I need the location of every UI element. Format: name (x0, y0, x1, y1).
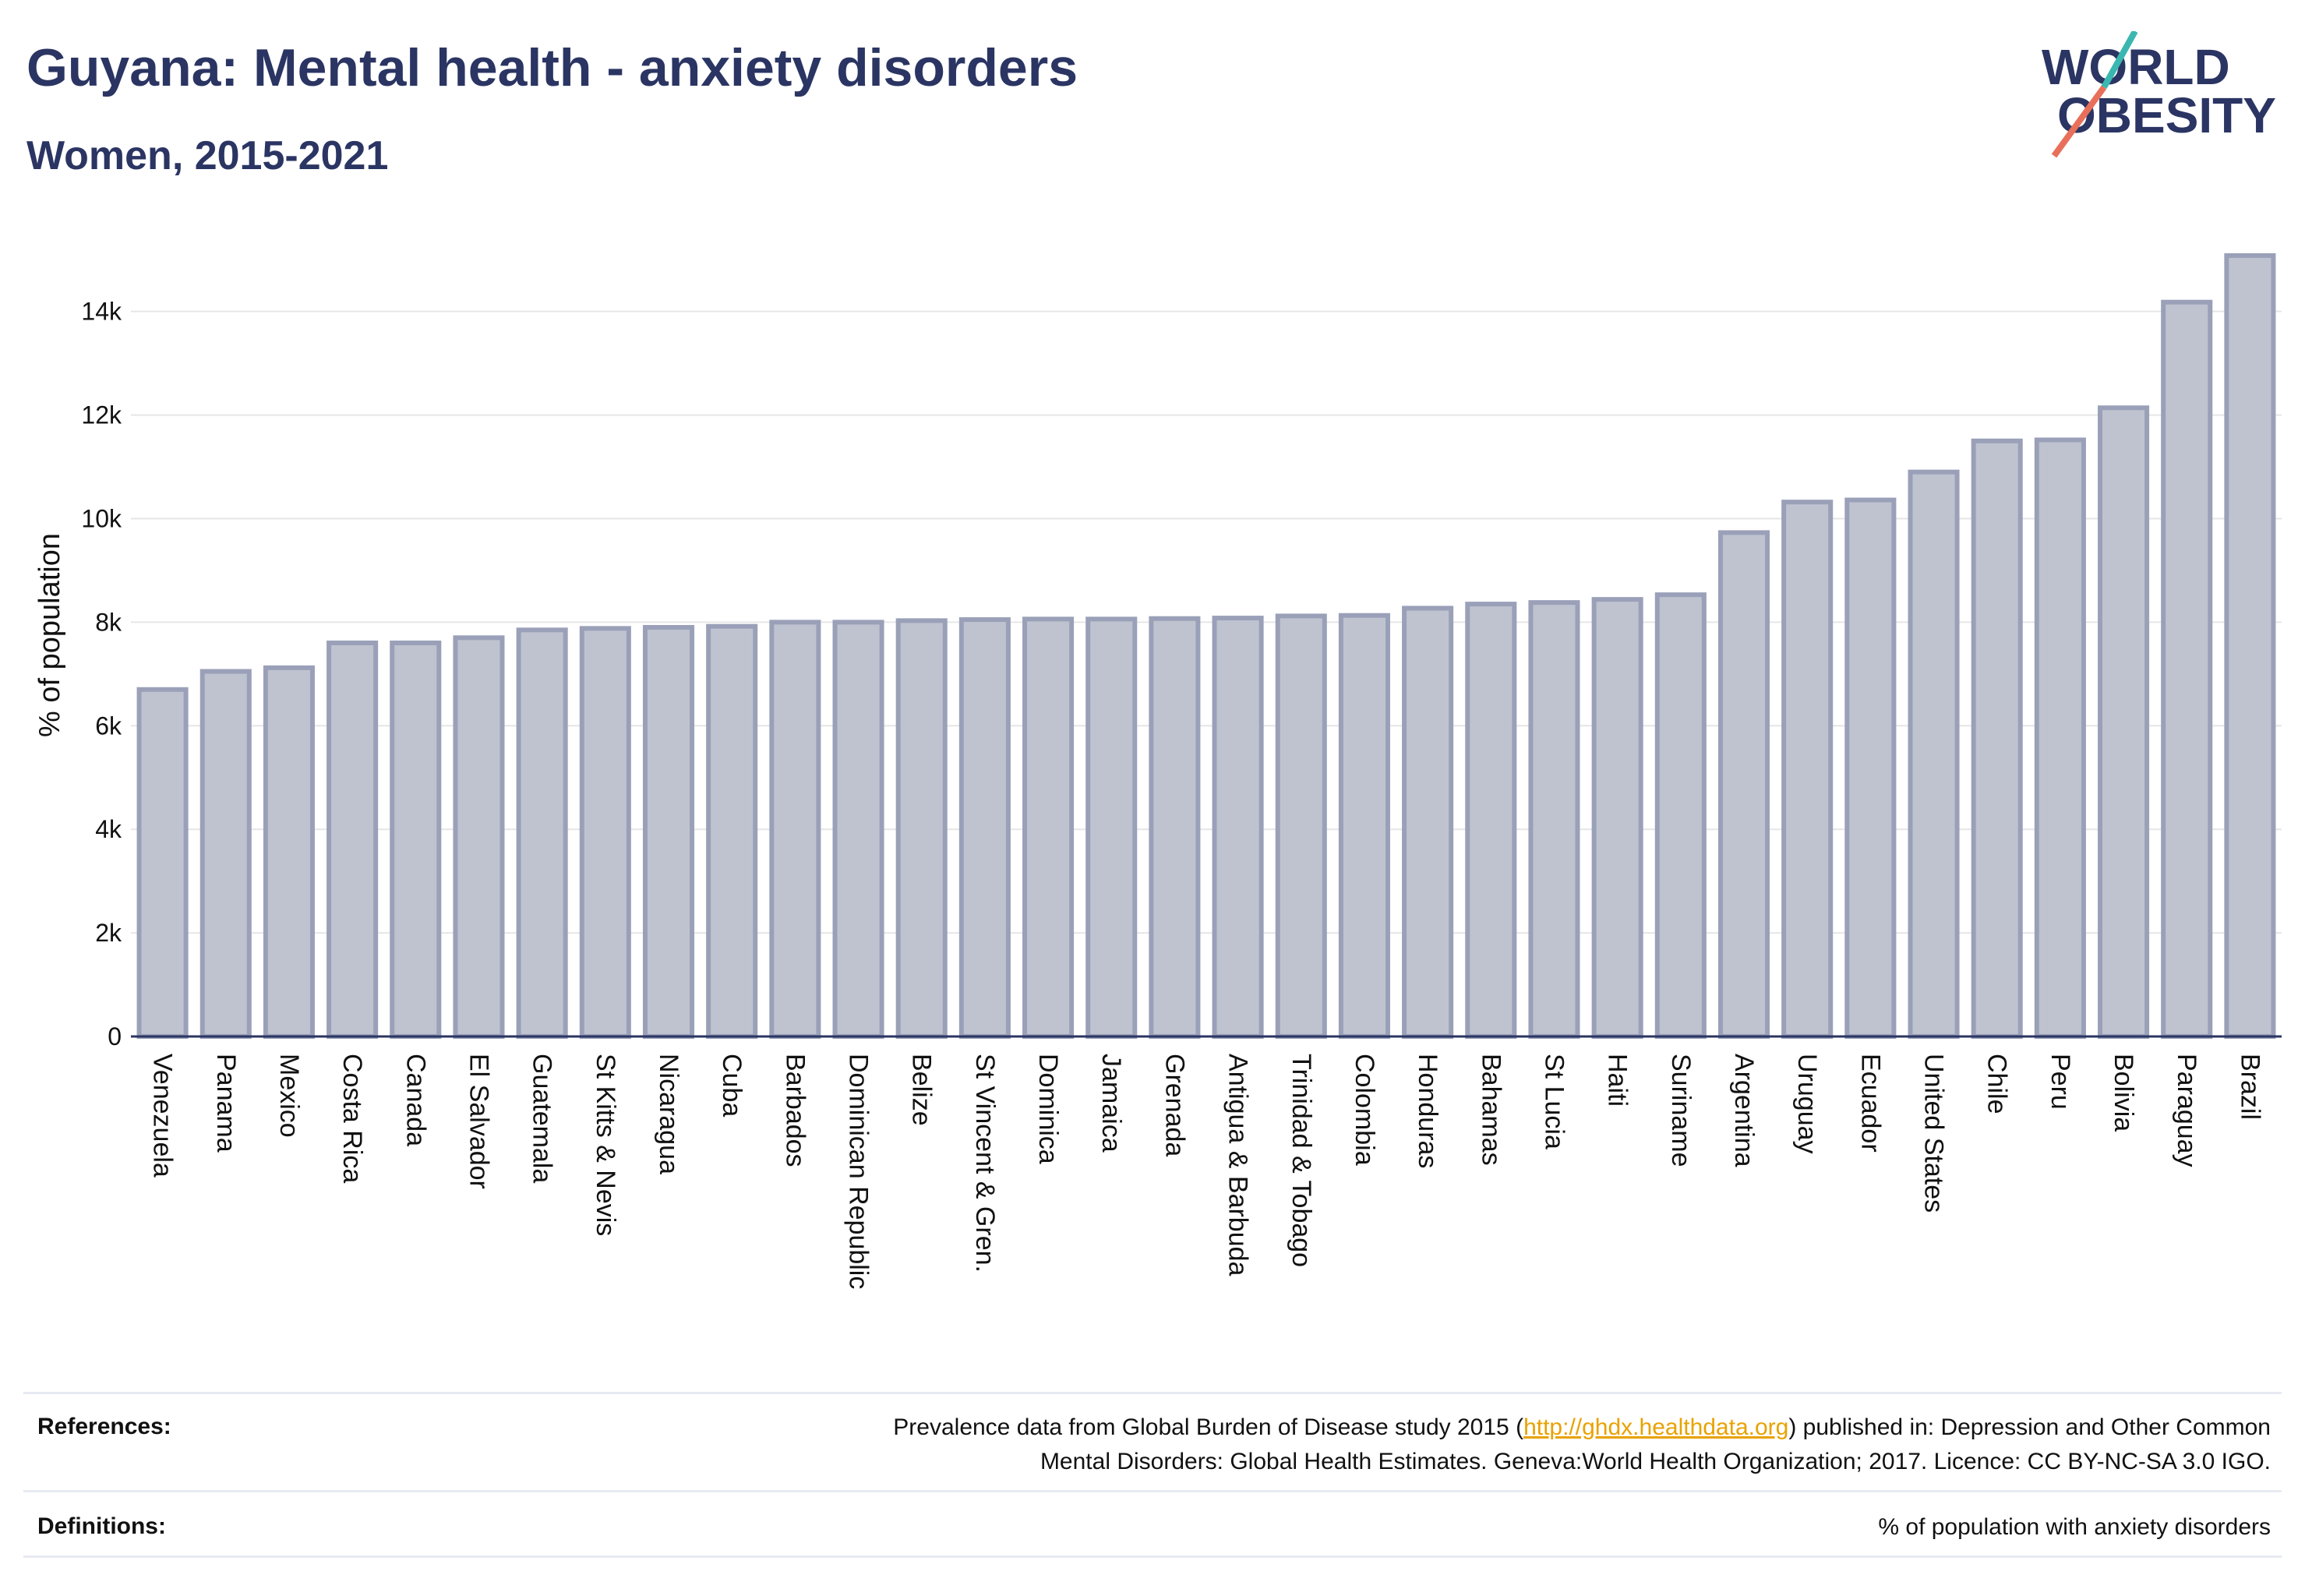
y-tick-label: 0 (108, 1022, 122, 1050)
bar (1654, 592, 1707, 1039)
x-tick-label: Colombia (1350, 1054, 1379, 1166)
y-tick-label: 4k (95, 815, 122, 843)
x-tick-label: Belize (907, 1054, 937, 1126)
x-tick-label: Canada (401, 1054, 430, 1146)
bar (769, 620, 821, 1039)
definitions-label: Definitions: (37, 1513, 166, 1539)
bar (1149, 616, 1201, 1039)
y-tick-label: 2k (95, 919, 122, 947)
x-tick-label: Barbados (780, 1054, 810, 1167)
x-tick-label: St Kitts & Nevis (591, 1054, 620, 1236)
bar (1971, 438, 2023, 1039)
bar (1022, 616, 1075, 1039)
x-tick-label: Uruguay (1792, 1054, 1822, 1154)
references-label: References: (37, 1414, 171, 1439)
bar (1844, 497, 1897, 1039)
bar (2224, 252, 2276, 1039)
x-tick-label: Costa Rica (337, 1054, 367, 1183)
x-tick-label: Mexico (274, 1054, 304, 1138)
bar (327, 640, 379, 1039)
bar (1781, 500, 1834, 1039)
bar (832, 620, 884, 1039)
x-tick-label: Haiti (1603, 1054, 1633, 1107)
bar (642, 625, 695, 1039)
bar (390, 640, 442, 1039)
x-tick-label: Grenada (1160, 1054, 1189, 1156)
bar (958, 617, 1011, 1039)
logo-word-world: WORLD (2042, 39, 2230, 95)
x-tick-label: Jamaica (1096, 1054, 1126, 1153)
bar (2098, 405, 2150, 1039)
bar (1338, 613, 1390, 1039)
footer-divider-middle (23, 1490, 2282, 1492)
chart-title: Guyana: Mental health - anxiety disorder… (26, 38, 1078, 97)
footer-divider-top (23, 1392, 2282, 1394)
x-tick-label: Venezuela (148, 1054, 178, 1178)
x-tick-label: Nicaragua (654, 1054, 683, 1174)
bar (2034, 437, 2086, 1039)
x-tick-label: St Vincent & Gren. (970, 1054, 1000, 1273)
chart-subtitle: Women, 2015-2021 (26, 133, 389, 178)
bar (1908, 469, 1960, 1039)
x-tick-label: Paraguay (2172, 1054, 2201, 1167)
bar (1717, 530, 1770, 1039)
bar (1402, 606, 1454, 1039)
bar (706, 623, 758, 1039)
bar (1085, 616, 1138, 1039)
bar (263, 665, 315, 1039)
y-tick-label: 14k (81, 298, 122, 326)
bar (199, 669, 252, 1039)
x-tick-label: St Lucia (1539, 1054, 1569, 1149)
x-tick-label: Trinidad & Tobago (1287, 1054, 1316, 1267)
bar (453, 635, 505, 1039)
footer-divider-bottom (23, 1555, 2282, 1558)
definitions-row: Definitions: % of population with anxiet… (23, 1510, 2282, 1549)
bar-chart: 0 2k 4k 6k 8k 10k 12k 14k % of population Venezue… (34, 252, 2282, 1289)
x-tick-label: Ecuador (1855, 1054, 1885, 1153)
bar (1465, 602, 1517, 1039)
logo-slash-coral (2051, 85, 2107, 158)
references-line1-post: ) published in: Depression and Other Com… (1788, 1414, 2271, 1440)
references-line2: Mental Disorders: Global Health Estimate… (1040, 1449, 2271, 1474)
y-tick-label: 12k (81, 401, 122, 429)
x-tick-label: Bolivia (2109, 1054, 2138, 1132)
y-tick-label: 10k (81, 504, 122, 532)
bar (2161, 299, 2213, 1039)
x-tick-label: Argentina (1729, 1054, 1759, 1167)
x-tick-label: Antigua & Barbuda (1223, 1054, 1253, 1276)
bar (1591, 597, 1643, 1039)
references-row: References: Prevalence data from Global … (23, 1411, 2282, 1496)
y-axis-label: % of population (34, 533, 66, 737)
x-tick-label: Panama (211, 1054, 241, 1153)
x-tick-label: United States (1919, 1054, 1949, 1213)
x-tick-label: Peru (2046, 1054, 2075, 1110)
x-tick-label: Cuba (717, 1054, 747, 1117)
bar (1528, 600, 1580, 1039)
y-tick-label: 6k (95, 711, 122, 740)
references-link[interactable]: http://ghdx.healthdata.org (1523, 1414, 1789, 1440)
references-text: Prevalence data from Global Burden of Di… (634, 1411, 2271, 1479)
definitions-text: % of population with anxiety disorders (1878, 1514, 2271, 1540)
x-tick-label: Chile (1982, 1054, 2012, 1114)
bar (136, 687, 189, 1039)
x-tick-label: Dominica (1033, 1054, 1063, 1164)
x-tick-label: Brazil (2235, 1054, 2264, 1120)
world-obesity-logo: WORLD OBESITY (2042, 31, 2276, 158)
x-tick-label: Dominican Republic (844, 1054, 874, 1289)
bar (895, 618, 948, 1039)
bar (516, 627, 568, 1039)
x-tick-label: Bahamas (1476, 1054, 1505, 1166)
logo-slash-teal (2101, 31, 2138, 89)
references-line1-pre: Prevalence data from Global Burden of Di… (893, 1414, 1524, 1440)
bar (1212, 616, 1264, 1039)
bar (1275, 613, 1327, 1039)
bar (579, 626, 631, 1039)
y-tick-label: 8k (95, 608, 122, 636)
x-tick-label: Suriname (1666, 1054, 1696, 1167)
x-tick-label: El Salvador (464, 1054, 493, 1189)
x-tick-label: Honduras (1413, 1054, 1442, 1168)
x-tick-label: Guatemala (528, 1054, 557, 1183)
